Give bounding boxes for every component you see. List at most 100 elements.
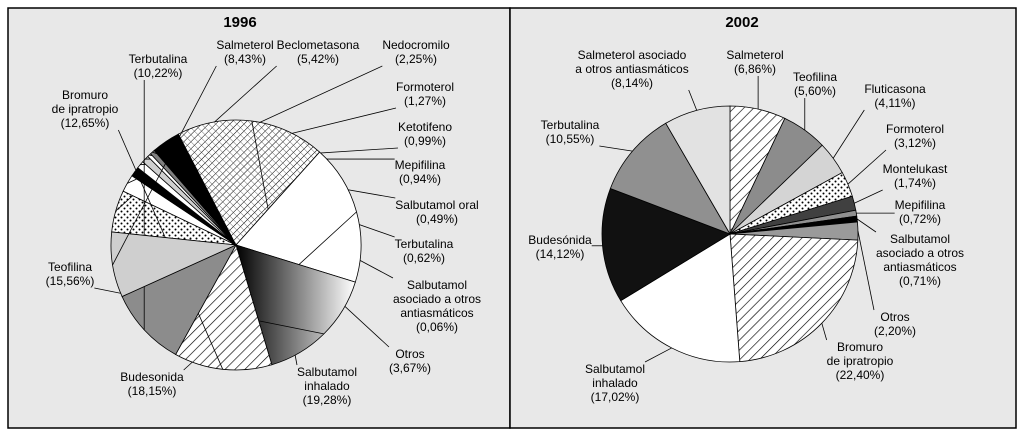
- slice-name: Ketotifeno: [397, 120, 453, 134]
- slice-value: (0,99%): [403, 134, 447, 148]
- slice-label: Otros (2,20%): [874, 310, 916, 338]
- slice-value: (8,43%): [223, 52, 267, 66]
- slice-value: (0,94%): [398, 172, 442, 186]
- slice-name: Budesonida: [120, 370, 184, 384]
- slice-value: (0,71%): [898, 274, 942, 288]
- slice-name: Salmeterol: [726, 48, 784, 62]
- slice-name: Salbutamol asociado a otros antiasmático…: [392, 278, 482, 320]
- leader-line: [112, 65, 217, 266]
- slice-name: Mepifilina: [394, 158, 446, 172]
- slice-label: Montelukast (1,74%): [883, 162, 948, 190]
- slice-value: (14,12%): [535, 247, 585, 261]
- slice-value: (0,72%): [898, 212, 942, 226]
- slice-name: Teofilina: [47, 260, 93, 274]
- slice-label: Salbutamol asociado a otros antiasmático…: [876, 232, 964, 288]
- leader-line: [857, 230, 875, 311]
- slice-value: (22,40%): [835, 368, 885, 382]
- slice-value: (0,62%): [402, 251, 446, 265]
- slice-label: Formoterol (3,12%): [886, 122, 944, 150]
- slice-label: Terbutalina (10,22%): [129, 52, 188, 80]
- slice-value: (5,42%): [296, 52, 340, 66]
- pie-slice: [601, 187, 731, 302]
- slice-value: (19,28%): [302, 393, 352, 407]
- slice-value: (10,22%): [133, 66, 183, 80]
- slice-label: Bromuro de ipratropio (12,65%): [52, 88, 119, 130]
- slice-label: Bromuro de ipratropio (22,40%): [827, 340, 894, 382]
- chart-title: 1996: [223, 14, 257, 31]
- slice-name: Bromuro de ipratropio: [51, 88, 119, 116]
- slice-name: Salbutamol oral: [395, 198, 479, 212]
- slice-value: (2,20%): [873, 324, 917, 338]
- slice-label: Salmeterol (6,86%): [726, 48, 783, 76]
- slice-label: Salbutamol oral (0,49%): [395, 198, 478, 226]
- slice-name: Fluticasona: [864, 82, 926, 96]
- pie-slice: [620, 233, 741, 363]
- slice-label: Budesonida (18,15%): [120, 370, 183, 398]
- slice-value: (6,86%): [733, 62, 777, 76]
- slice-value: (1,74%): [893, 176, 937, 190]
- slice-label: Salbutamol inhalado (17,02%): [585, 362, 645, 404]
- leader-line: [821, 323, 828, 341]
- slice-value: (17,02%): [590, 390, 640, 404]
- slice-name: Terbutalina: [128, 52, 188, 66]
- slice-value: (0,49%): [415, 212, 459, 226]
- slice-label: Fluticasona (4,11%): [864, 82, 925, 110]
- leader-line: [856, 218, 877, 233]
- slice-value: (0,06%): [415, 320, 459, 334]
- slice-name: Salbutamol inhalado: [296, 365, 358, 393]
- slice-name: Salbutamol asociado a otros antiasmático…: [875, 232, 965, 274]
- slice-value: (5,60%): [793, 84, 837, 98]
- slice-label: Terbutalina (0,62%): [395, 237, 454, 265]
- slice-label: Ketotifeno (0,99%): [398, 120, 452, 148]
- slice-name: Terbutalina: [394, 237, 454, 251]
- slice-name: Budesónida: [528, 233, 592, 247]
- slice-value: (3,12%): [893, 136, 937, 150]
- slice-label: Terbutalina (10,55%): [541, 118, 600, 146]
- slice-name: Mepifilina: [894, 198, 946, 212]
- slice-name: Teofilina: [792, 70, 838, 84]
- slice-label: Salmeterol asociado a otros antiasmático…: [575, 48, 688, 90]
- slice-name: Formoterol: [885, 122, 945, 136]
- slice-name: Terbutalina: [540, 118, 600, 132]
- slice-label: Teofilina (15,56%): [46, 260, 95, 288]
- slice-label: Salbutamol asociado a otros antiasmático…: [393, 278, 481, 334]
- pie-slice: [729, 233, 859, 363]
- slice-value: (18,15%): [127, 384, 177, 398]
- slice-value: (8,14%): [610, 76, 654, 90]
- slice-label: Teofilina (5,60%): [793, 70, 837, 98]
- slice-label: Mepifilina (0,72%): [895, 198, 946, 226]
- slice-value: (2,25%): [394, 52, 438, 66]
- slice-label: Salbutamol inhalado (19,28%): [297, 365, 357, 407]
- pie-slice: [110, 231, 238, 298]
- slice-name: Beclometasona: [276, 38, 360, 52]
- slice-value: (15,56%): [45, 274, 95, 288]
- slice-value: (4,11%): [874, 96, 916, 110]
- slice-label: Otros (3,67%): [389, 347, 431, 375]
- slice-name: Formoterol: [395, 80, 455, 94]
- slice-label: Formoterol (1,27%): [396, 80, 454, 108]
- leader-line: [832, 109, 865, 159]
- slice-name: Bromuro de ipratropio: [826, 340, 894, 368]
- leader-line: [854, 189, 883, 204]
- slice-label: Mepifilina (0,94%): [395, 158, 446, 186]
- slice-name: Salmeterol asociado a otros antiasmático…: [575, 48, 689, 76]
- chart-title: 2002: [725, 14, 759, 31]
- leader-line: [688, 89, 698, 111]
- slice-value: (10,55%): [545, 132, 595, 146]
- slice-name: Salmeterol: [216, 38, 274, 52]
- slice-name: Otros: [395, 347, 425, 361]
- slice-name: Otros: [880, 310, 910, 324]
- slice-label: Beclometasona (5,42%): [277, 38, 360, 66]
- slice-value: (3,67%): [388, 361, 432, 375]
- slice-name: Montelukast: [882, 162, 948, 176]
- leader-line: [599, 145, 633, 152]
- slice-label: Nedocromilo (2,25%): [382, 38, 449, 66]
- slice-name: Nedocromilo: [382, 38, 450, 52]
- slice-name: Salbutamol inhalado: [584, 362, 646, 390]
- slice-label: Budesónida (14,12%): [528, 233, 591, 261]
- leader-line: [644, 347, 672, 363]
- leader-line: [847, 149, 887, 185]
- slice-value: (12,65%): [60, 116, 110, 130]
